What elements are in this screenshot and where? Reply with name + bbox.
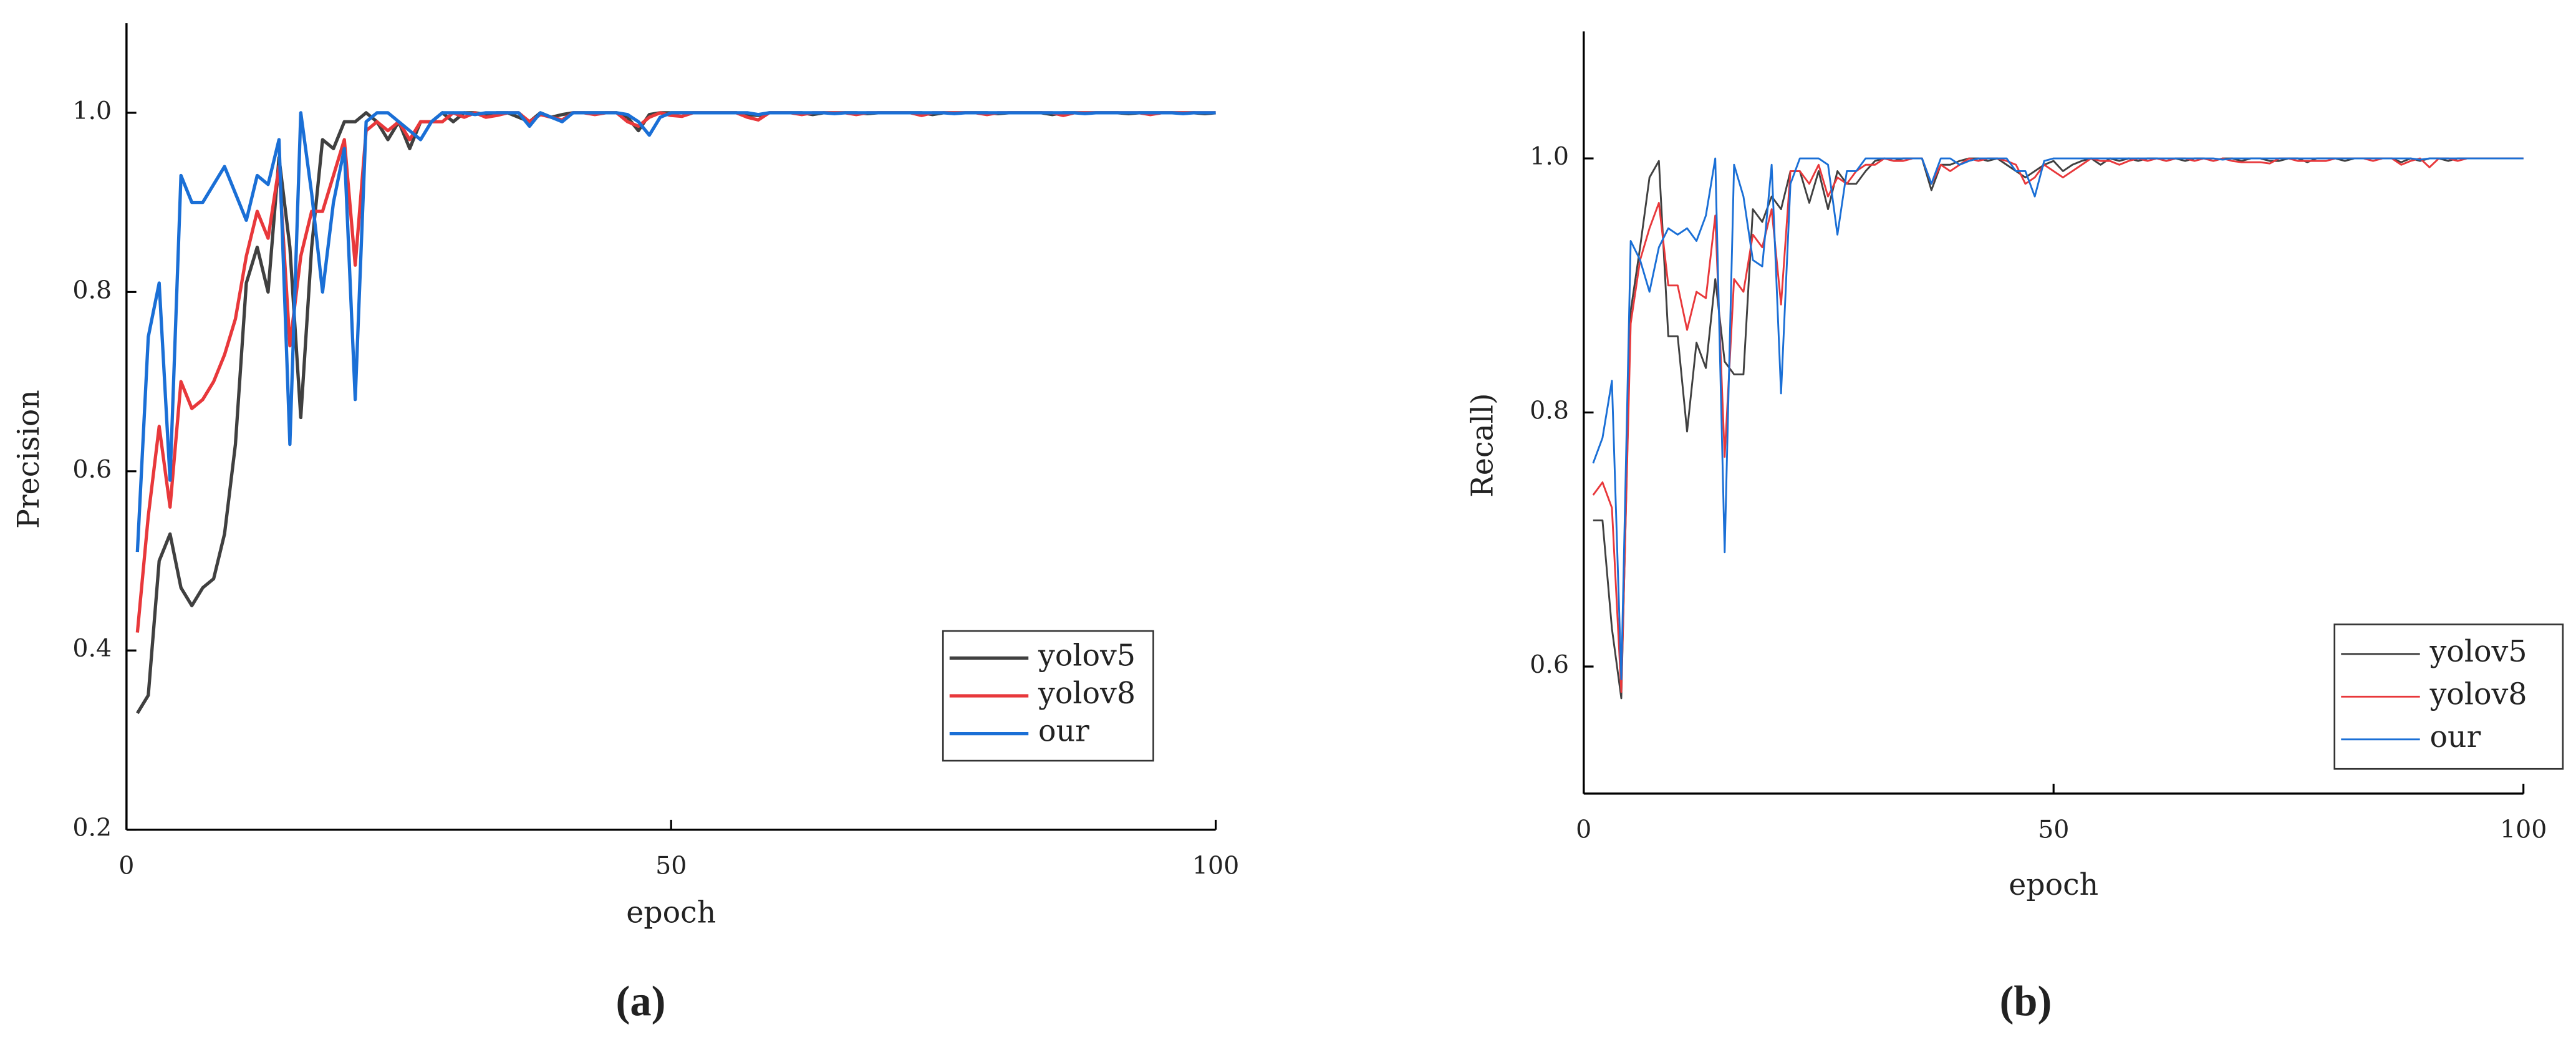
- y-tick-label: 1.0: [72, 97, 112, 125]
- x-tick-label: 0: [1576, 815, 1591, 844]
- x-axis-label: epoch: [626, 896, 716, 930]
- series-line: [135, 111, 1216, 552]
- x-axis-label: epoch: [2009, 868, 2098, 902]
- legend-label: our: [1038, 715, 1089, 749]
- caption: (b): [2000, 977, 2052, 1024]
- chart: 0.6 0.8 1.0 0 50 100 epoch Recall) (b) yolov5 yolo…: [1466, 31, 2564, 1024]
- y-tick-label: 1.0: [1530, 142, 1569, 171]
- y-tick-label: 0.8: [72, 276, 112, 304]
- x-tick-label: 50: [655, 851, 687, 880]
- y-axis-label: Precision: [12, 390, 46, 529]
- x-tick-label: 100: [1192, 851, 1239, 880]
- x-tick-label: 0: [118, 851, 134, 880]
- series-line: [1592, 157, 2524, 680]
- x-tick-label: 50: [2038, 815, 2069, 844]
- legend-label: yolov8: [1038, 677, 1136, 711]
- legend-label: yolov5: [1038, 638, 1136, 673]
- y-axis-label: Recall): [1466, 393, 1500, 498]
- legend-label: yolov8: [2429, 677, 2527, 711]
- y-tick-label: 0.8: [1530, 397, 1569, 425]
- y-tick-label: 0.2: [72, 814, 112, 842]
- y-tick-label: 0.6: [72, 455, 112, 484]
- legend-label: our: [2430, 720, 2481, 754]
- chart: 0.2 0.4 0.6 0.8 1.0 0 50 100 epoch Precision (a) yo…: [12, 23, 1239, 1024]
- x-tick-label: 100: [2500, 815, 2547, 844]
- y-tick-label: 0.6: [1530, 650, 1569, 679]
- series-line: [1592, 157, 2524, 693]
- y-tick-label: 0.4: [72, 634, 112, 663]
- caption: (a): [616, 977, 666, 1024]
- legend-label: yolov5: [2429, 635, 2527, 669]
